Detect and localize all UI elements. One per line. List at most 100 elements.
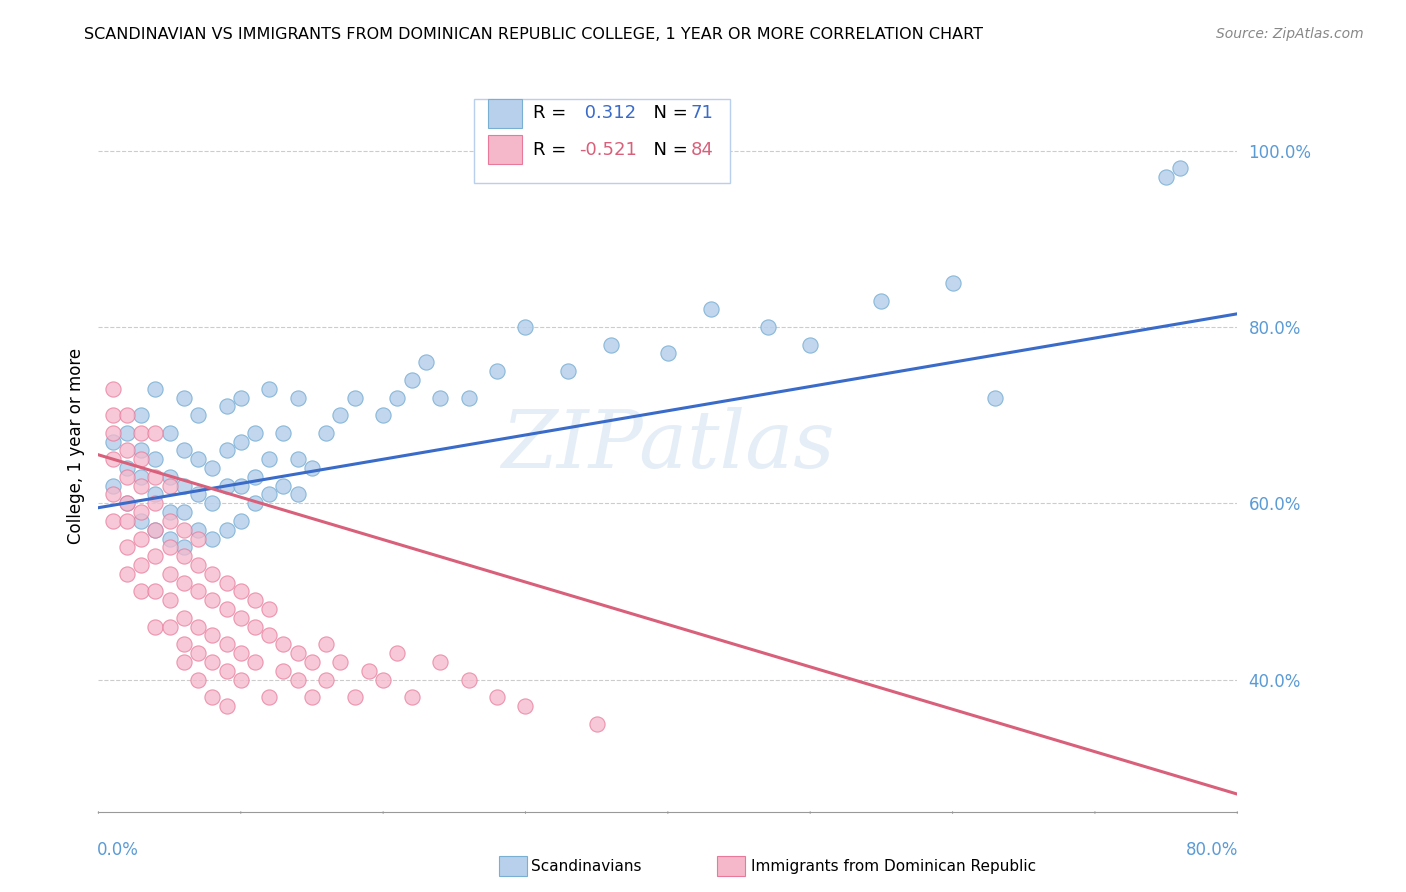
Point xyxy=(315,673,337,687)
Point xyxy=(259,487,281,501)
Point xyxy=(187,620,209,634)
Point xyxy=(287,391,309,405)
Text: N =: N = xyxy=(641,104,693,122)
Point xyxy=(173,611,195,625)
Point xyxy=(101,425,124,440)
Point xyxy=(159,566,181,581)
Point xyxy=(229,478,252,492)
Point xyxy=(159,478,181,492)
Point xyxy=(129,505,152,519)
Point xyxy=(273,425,295,440)
Point xyxy=(187,487,209,501)
Point xyxy=(315,425,337,440)
Point xyxy=(173,541,195,555)
Point xyxy=(215,443,238,458)
Point xyxy=(129,478,152,492)
Point xyxy=(115,408,138,422)
Point xyxy=(229,514,252,528)
Point xyxy=(215,602,238,616)
Point xyxy=(301,461,323,475)
Point xyxy=(159,593,181,607)
FancyBboxPatch shape xyxy=(488,135,522,164)
Point xyxy=(115,443,138,458)
Point xyxy=(201,593,224,607)
Point xyxy=(243,496,266,510)
Point xyxy=(101,487,124,501)
Point xyxy=(243,655,266,669)
Point xyxy=(457,673,479,687)
Point xyxy=(115,425,138,440)
Point xyxy=(115,470,138,484)
Text: R =: R = xyxy=(533,104,572,122)
Point xyxy=(315,637,337,651)
Text: Scandinavians: Scandinavians xyxy=(531,859,643,873)
Point xyxy=(173,523,195,537)
Point xyxy=(259,382,281,396)
Point xyxy=(373,673,395,687)
Point xyxy=(129,408,152,422)
Point xyxy=(173,478,195,492)
Point xyxy=(243,470,266,484)
Point xyxy=(201,496,224,510)
Point xyxy=(159,425,181,440)
Point xyxy=(201,690,224,705)
Text: 0.0%: 0.0% xyxy=(97,841,139,859)
Point xyxy=(401,373,423,387)
Point xyxy=(229,646,252,660)
Point xyxy=(145,549,167,563)
Point xyxy=(115,566,138,581)
Point xyxy=(145,523,167,537)
Point xyxy=(159,532,181,546)
Point xyxy=(159,470,181,484)
Point xyxy=(287,452,309,467)
Point xyxy=(173,505,195,519)
Text: -0.521: -0.521 xyxy=(579,141,637,159)
Point xyxy=(145,470,167,484)
Point xyxy=(187,523,209,537)
Point xyxy=(229,434,252,449)
Point xyxy=(159,514,181,528)
Point xyxy=(229,673,252,687)
Point xyxy=(129,443,152,458)
Point xyxy=(259,452,281,467)
Point xyxy=(101,408,124,422)
Point xyxy=(301,655,323,669)
Point xyxy=(457,391,479,405)
Point xyxy=(273,478,295,492)
Point xyxy=(201,461,224,475)
Point xyxy=(129,452,152,467)
Point xyxy=(101,382,124,396)
Text: SCANDINAVIAN VS IMMIGRANTS FROM DOMINICAN REPUBLIC COLLEGE, 1 YEAR OR MORE CORRE: SCANDINAVIAN VS IMMIGRANTS FROM DOMINICA… xyxy=(84,27,983,42)
Point xyxy=(343,690,366,705)
Point xyxy=(115,461,138,475)
Point xyxy=(201,532,224,546)
Point xyxy=(243,620,266,634)
Point xyxy=(115,514,138,528)
Point xyxy=(159,541,181,555)
Point xyxy=(415,355,437,369)
Point xyxy=(101,514,124,528)
Point xyxy=(215,664,238,678)
Point xyxy=(1170,161,1192,176)
Point xyxy=(215,637,238,651)
Point xyxy=(145,584,167,599)
Point xyxy=(329,655,352,669)
Point xyxy=(287,673,309,687)
Point xyxy=(145,487,167,501)
Point xyxy=(984,391,1007,405)
Point xyxy=(387,391,409,405)
Point xyxy=(159,620,181,634)
Point xyxy=(657,346,679,360)
Point xyxy=(129,514,152,528)
Point xyxy=(870,293,893,308)
Point xyxy=(942,276,965,290)
Point xyxy=(215,523,238,537)
Point xyxy=(129,425,152,440)
Text: N =: N = xyxy=(641,141,693,159)
Point xyxy=(215,400,238,414)
Point xyxy=(243,593,266,607)
Point xyxy=(173,443,195,458)
Point xyxy=(173,549,195,563)
Point xyxy=(229,584,252,599)
Point xyxy=(799,337,821,351)
